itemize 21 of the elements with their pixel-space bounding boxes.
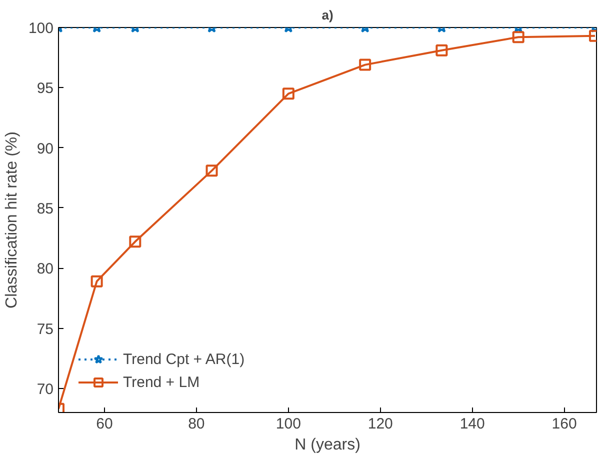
x-tick-label: 80 [188,416,205,432]
y-tick-label: 100 [28,20,54,37]
x-tick-label: 160 [552,416,577,432]
point [129,236,142,248]
x-axis-title: N (years) [294,436,360,454]
y-axis-title: Classification hit rate (%) [3,132,20,308]
y-tick-label: 70 [36,380,54,398]
x-tick-label: 120 [368,416,393,432]
x-tick-label: 140 [460,416,485,432]
y-tick-label: 75 [36,320,54,338]
x-tick-label: 60 [96,416,113,432]
x-tick-label: 100 [276,416,301,432]
legend-label: Trend Cpt + AR(1) [123,350,245,368]
y-tick-label: 80 [36,260,54,278]
y-tick-label: 85 [36,200,54,218]
legend-label: Trend + LM [123,374,200,390]
chart-title: a) [322,8,334,22]
y-tick-label: 95 [36,80,54,98]
point [206,164,218,177]
y-tick-label: 90 [36,140,54,158]
point [90,275,103,288]
